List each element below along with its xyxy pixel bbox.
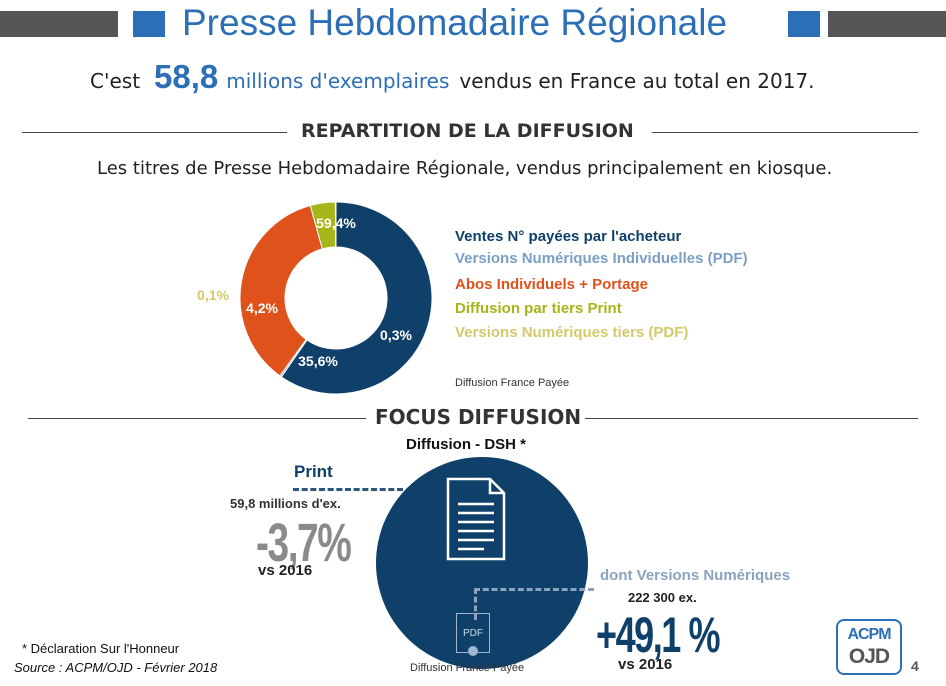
headline-value: 58,8 xyxy=(154,58,219,95)
header-square-left xyxy=(133,11,165,37)
legend-item-abos: Abos Individuels + Portage xyxy=(455,276,648,293)
pdf-icon-label: PDF xyxy=(463,628,483,639)
section2-subtitle: Diffusion - DSH * xyxy=(406,436,526,453)
section1-subtitle: Les titres de Presse Hebdomadaire Région… xyxy=(97,158,833,179)
footer-note: * Déclaration Sur l'Honneur xyxy=(22,641,180,656)
page-number: 4 xyxy=(911,658,919,674)
legend-item-ventes: Ventes N° payées par l'acheteur xyxy=(455,228,682,245)
section2-rule-right xyxy=(585,418,918,419)
print-ref: vs 2016 xyxy=(258,562,313,579)
slice-tiers-print xyxy=(309,201,337,250)
digital-connector-vertical xyxy=(474,588,477,620)
legend-item-tiers-print: Diffusion par tiers Print xyxy=(455,300,622,317)
print-connector xyxy=(293,488,403,491)
acpm-ojd-logo: ACPM OJD xyxy=(836,619,902,675)
header-bar-left xyxy=(0,11,118,37)
label-versions-tiers: 0,1% xyxy=(197,287,229,303)
donut-labels: 59,4% 0,3% 35,6% 4,2% 0,1% xyxy=(197,215,412,369)
donut-slices xyxy=(239,201,433,395)
label-abos: 35,6% xyxy=(298,353,338,369)
print-change: -3,7% xyxy=(256,513,352,573)
digital-change: +49,1 % xyxy=(596,607,720,663)
focus-circle xyxy=(376,457,588,669)
logo-bottom-text: OJD xyxy=(848,645,890,668)
headline-prefix: C'est xyxy=(90,69,141,93)
label-ventes: 59,4% xyxy=(316,215,356,231)
digital-label: dont Versions Numériques xyxy=(600,567,791,584)
print-label: Print xyxy=(294,462,333,481)
legend-item-versions-tiers: Versions Numériques tiers (PDF) xyxy=(455,324,689,341)
donut-caption: Diffusion France Payée xyxy=(455,377,570,389)
digital-connector-horizontal xyxy=(474,588,594,591)
section2-title: FOCUS DIFFUSION xyxy=(375,405,582,429)
slice-ventes xyxy=(280,201,433,395)
focus-circle-caption: Diffusion France Payée xyxy=(410,662,525,674)
headline-suffix: vendus en France au total en 2017. xyxy=(459,69,815,93)
section1-rule-left xyxy=(22,132,287,133)
footer-source: Source : ACPM/OJD - Février 2018 xyxy=(14,660,218,675)
digital-volume: 222 300 ex. xyxy=(628,590,697,605)
pdf-icon-dot xyxy=(468,646,478,656)
header-bar-right xyxy=(828,11,946,37)
header-square-right xyxy=(788,11,820,37)
slice-versions-tiers xyxy=(334,201,337,248)
print-volume: 59,8 millions d'ex. xyxy=(230,496,341,511)
label-versions-individuelles: 0,3% xyxy=(380,327,412,343)
digital-ref: vs 2016 xyxy=(618,656,673,673)
headline-unit: millions d'exemplaires xyxy=(226,69,450,93)
page-title: Presse Hebdomadaire Régionale xyxy=(182,2,728,43)
slice-versions-individuelles xyxy=(279,338,308,378)
headline: C'est 58,8 millions d'exemplaires vendus en… xyxy=(90,58,815,96)
document-icon xyxy=(446,477,506,561)
legend-item-versions-individuelles: Versions Numériques Individuelles (PDF) xyxy=(455,250,748,267)
slice-abos xyxy=(239,204,323,377)
label-tiers-print: 4,2% xyxy=(246,300,278,316)
logo-top-text: ACPM xyxy=(847,626,891,643)
section1-rule-right xyxy=(652,132,918,133)
section2-rule-left xyxy=(28,418,366,419)
section1-title: REPARTITION DE LA DIFFUSION xyxy=(301,120,634,142)
